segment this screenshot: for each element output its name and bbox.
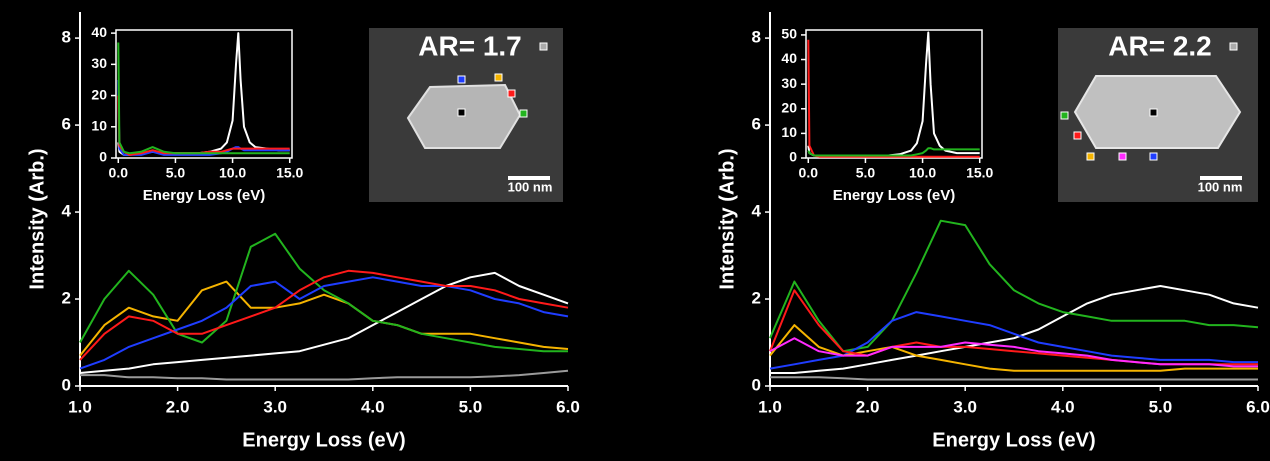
x-tick-label: 2.0 xyxy=(856,397,880,416)
x-tick-label: 5.0 xyxy=(459,397,483,416)
x-axis-label: Energy Loss (eV) xyxy=(833,187,956,204)
series-line xyxy=(807,147,980,157)
y-tick-label: 6 xyxy=(752,115,761,134)
y-tick-label: 4 xyxy=(62,202,72,221)
y-tick-label: 2 xyxy=(62,289,71,308)
y-tick-label: 10 xyxy=(91,117,107,133)
x-axis-label: Energy Loss (eV) xyxy=(932,429,1095,451)
sem-image-left xyxy=(369,28,563,202)
inset-background xyxy=(115,29,293,159)
y-tick-label: 0 xyxy=(62,375,71,394)
x-tick-label: 0.0 xyxy=(109,165,129,181)
y-tick-label: 30 xyxy=(91,55,107,71)
y-tick-label: 30 xyxy=(781,75,797,91)
x-axis-label: Energy Loss (eV) xyxy=(143,187,266,204)
y-tick-label: 4 xyxy=(752,202,762,221)
series-line xyxy=(117,42,290,155)
series-line xyxy=(117,95,290,156)
series-line xyxy=(769,324,1258,372)
x-tick-label: 6.0 xyxy=(556,397,580,416)
series-line xyxy=(770,376,1258,381)
series-line xyxy=(769,289,1258,366)
x-tick-label: 10.0 xyxy=(909,165,936,181)
x-tick-label: 4.0 xyxy=(1051,397,1075,416)
y-tick-label: 20 xyxy=(781,99,797,115)
y-tick-label: 8 xyxy=(752,28,761,47)
y-tick-label: 0 xyxy=(752,375,761,394)
y-tick-label: 40 xyxy=(781,50,797,66)
x-tick-label: 5.0 xyxy=(166,165,186,181)
y-tick-label: 10 xyxy=(781,124,797,140)
x-tick-label: 4.0 xyxy=(361,397,385,416)
x-tick-label: 1.0 xyxy=(68,397,92,416)
y-axis-label: Intensity (Arb.) xyxy=(716,148,738,289)
x-tick-label: 1.0 xyxy=(758,397,782,416)
x-tick-label: 3.0 xyxy=(953,397,977,416)
y-tick-label: 0 xyxy=(99,149,107,165)
series-line xyxy=(80,369,569,381)
y-tick-label: 6 xyxy=(62,115,71,134)
x-tick-label: 5.0 xyxy=(1149,397,1173,416)
annotation: AR= 1.7 xyxy=(418,30,522,61)
x-axis-label: Energy Loss (eV) xyxy=(242,429,405,451)
y-tick-label: 0 xyxy=(789,149,797,165)
y-tick-label: 20 xyxy=(91,86,107,102)
series-line xyxy=(79,232,568,353)
x-tick-label: 0.0 xyxy=(799,165,819,181)
sem-image-right xyxy=(1058,28,1258,202)
x-tick-label: 10.0 xyxy=(219,165,246,181)
inset-background xyxy=(805,29,983,159)
x-tick-label: 3.0 xyxy=(263,397,287,416)
y-axis-label: Intensity (Arb.) xyxy=(26,148,48,289)
series-line xyxy=(770,285,1259,374)
x-tick-label: 6.0 xyxy=(1246,397,1270,416)
series-line xyxy=(769,337,1258,368)
y-tick-label: 40 xyxy=(91,24,107,40)
x-tick-label: 5.0 xyxy=(856,165,876,181)
series-line xyxy=(769,219,1259,353)
y-tick-label: 2 xyxy=(752,289,761,308)
annotation: AR= 2.2 xyxy=(1108,30,1212,61)
series-line xyxy=(79,280,569,357)
series-line xyxy=(769,311,1258,370)
y-tick-label: 50 xyxy=(781,26,797,42)
x-tick-label: 15.0 xyxy=(276,165,303,181)
series-line xyxy=(807,39,980,158)
x-tick-label: 2.0 xyxy=(166,397,190,416)
y-tick-label: 8 xyxy=(62,28,71,47)
series-line xyxy=(79,269,569,361)
series-line xyxy=(79,271,569,374)
series-line xyxy=(79,276,569,370)
annotation: 100 nm xyxy=(1198,179,1243,194)
x-tick-label: 15.0 xyxy=(966,165,993,181)
annotation: 100 nm xyxy=(508,179,553,194)
